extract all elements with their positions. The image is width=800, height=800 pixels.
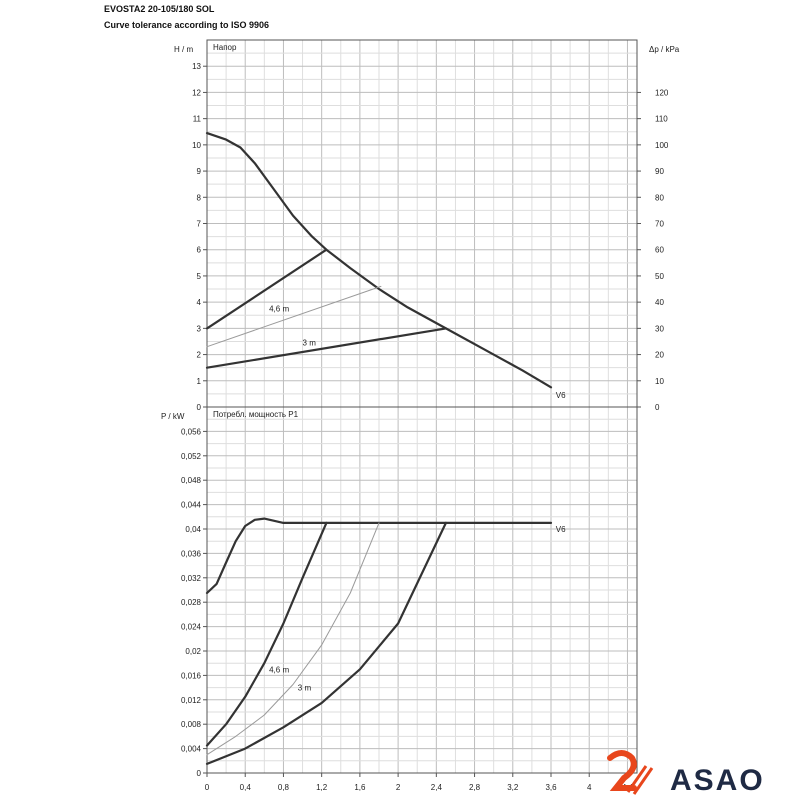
curve-label-v6: V6 — [556, 391, 566, 400]
y-tick-label: 0,052 — [181, 452, 202, 461]
y-tick-label: 7 — [197, 220, 202, 229]
y-tick-label: 0 — [197, 403, 202, 412]
y-right-tick-label: 100 — [655, 141, 669, 150]
y-right-tick-label: 20 — [655, 351, 664, 360]
y-tick-label: 12 — [192, 88, 201, 97]
y-right-tick-label: 110 — [655, 115, 668, 124]
x-tick-label: 4 — [587, 783, 592, 792]
y-tick-label: 10 — [192, 141, 201, 150]
x-tick-label: 2 — [396, 783, 401, 792]
x-tick-label: 1,6 — [354, 783, 366, 792]
y-right-tick-label: 80 — [655, 193, 664, 202]
y-tick-label: 1 — [197, 377, 202, 386]
logo-text: ASAO — [670, 764, 765, 797]
y-tick-label: 0,004 — [181, 745, 202, 754]
y-tick-label: 0,056 — [181, 427, 202, 436]
y-tick-label: 0,036 — [181, 549, 202, 558]
curve-label-v6: V6 — [556, 525, 566, 534]
x-tick-label: 2,8 — [469, 783, 481, 792]
y-tick-label: 3 — [197, 324, 202, 333]
y-tick-label: 0,008 — [181, 720, 202, 729]
y-tick-label: 0,012 — [181, 696, 202, 705]
y-tick-label: 0,02 — [185, 647, 201, 656]
series-line — [205, 521, 328, 747]
curve-label-3m: 3 m — [298, 684, 312, 693]
series-line — [205, 248, 328, 330]
y-tick-label: 13 — [192, 62, 201, 71]
y-tick-label: 9 — [197, 167, 202, 176]
y-tick-label: 0,024 — [181, 623, 202, 632]
x-tick-label: 2,4 — [431, 783, 443, 792]
y-tick-label: 11 — [193, 115, 202, 124]
y-tick-label: 0,028 — [181, 598, 202, 607]
model-title: EVOSTA2 20-105/180 SOL — [104, 4, 215, 14]
curve-label-4-6m: 4,6 m — [269, 665, 289, 674]
y-right-tick-label: 50 — [655, 272, 664, 281]
y-tick-label: 8 — [197, 193, 202, 202]
y-tick-label: 0 — [197, 769, 202, 778]
tolerance-subtitle: Curve tolerance according to ISO 9906 — [104, 20, 270, 30]
y-tick-label: 2 — [197, 351, 202, 360]
x-tick-label: 0 — [205, 783, 210, 792]
x-tick-label: 0,8 — [278, 783, 290, 792]
y-tick-label: 0,032 — [181, 574, 202, 583]
x-tick-label: 1,2 — [316, 783, 328, 792]
asao-logo-icon — [607, 750, 654, 795]
y-axis-label: H / m — [174, 45, 193, 54]
series-line — [206, 285, 382, 348]
y-right-tick-label: 60 — [655, 246, 664, 255]
y-tick-label: 0,016 — [181, 671, 202, 680]
y-right-tick-label: 0 — [655, 403, 660, 412]
y-tick-label: 0,044 — [181, 501, 202, 510]
x-tick-label: 0,4 — [240, 783, 252, 792]
panel-label: Потребл. мощность P1 — [213, 410, 299, 419]
y-right-tick-label: 90 — [655, 167, 664, 176]
y-right-tick-label: 120 — [655, 88, 669, 97]
y-tick-label: 6 — [197, 246, 202, 255]
curve-label-4-6m: 4,6 m — [269, 304, 289, 313]
panel-label: Напор — [213, 43, 237, 52]
curve-label-3m: 3 m — [303, 338, 317, 347]
y-right-axis-label: Δp / kPa — [649, 45, 680, 54]
series-line — [205, 327, 447, 369]
y-right-tick-label: 40 — [655, 298, 664, 307]
y-tick-label: 0,04 — [185, 525, 201, 534]
x-tick-label: 3,6 — [545, 783, 557, 792]
series-line — [205, 521, 447, 765]
x-tick-label: 3,2 — [507, 783, 519, 792]
y-tick-label: 0,048 — [181, 476, 202, 485]
series-line — [205, 517, 553, 595]
y-right-tick-label: 70 — [655, 220, 664, 229]
y-tick-label: 5 — [197, 272, 202, 281]
y-tick-label: 4 — [197, 298, 202, 307]
y-right-tick-label: 30 — [655, 324, 664, 333]
y-right-tick-label: 10 — [655, 377, 664, 386]
series-line — [206, 522, 380, 756]
y-axis-label: P / kW — [161, 412, 185, 421]
plot-frame — [206, 406, 638, 774]
